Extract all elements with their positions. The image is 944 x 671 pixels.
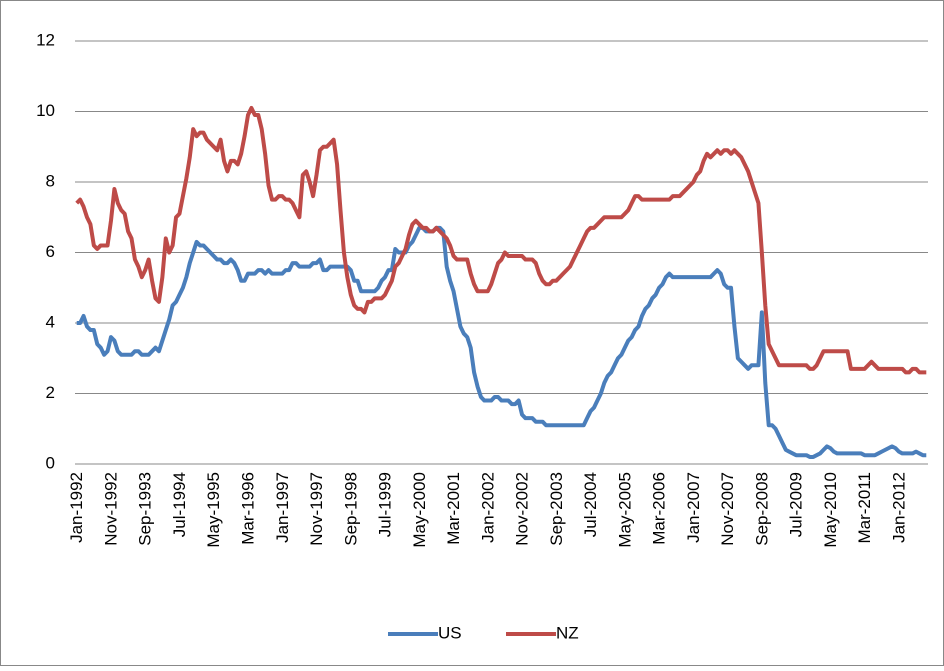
x-tick-label: May-2010 [821,472,840,548]
x-tick-label: Sep-2008 [752,472,771,546]
y-tick-label: 6 [46,242,55,261]
x-tick-label: Mar-2011 [855,472,874,544]
x-tick-label: Jan-2007 [684,472,703,543]
x-tick-label: Nov-1992 [101,472,120,546]
x-tick-label: Jan-1997 [273,472,292,543]
x-tick-label: May-1995 [204,472,223,548]
y-tick-label: 8 [46,171,55,190]
x-tick-label: Jan-1992 [67,472,86,543]
x-tick-label: Jan-2012 [889,472,908,543]
x-tick-label: Mar-2006 [650,472,669,545]
x-tick-label: Nov-2007 [718,472,737,546]
x-tick-label: Sep-2003 [547,472,566,546]
legend-label: US [438,623,462,642]
x-tick-label: Nov-1997 [307,472,326,546]
x-tick-label: Jul-1999 [376,472,395,537]
x-tick-label: Nov-2002 [513,472,532,546]
series-line [75,105,927,375]
x-tick-label: Sep-1998 [341,472,360,546]
x-tick-label: May-2005 [615,472,634,548]
x-tick-label: Jan-2002 [478,472,497,543]
y-tick-label: 2 [46,383,55,402]
x-tick-label: Jul-2009 [787,472,806,537]
y-tick-label: 4 [46,312,55,331]
y-tick-label: 10 [36,101,55,120]
x-tick-label: Mar-2001 [444,472,463,545]
x-tick-label: May-2000 [410,472,429,548]
x-tick-label: Mar-1996 [238,472,257,545]
legend-label: NZ [556,623,579,642]
y-tick-label: 12 [36,30,55,49]
x-tick-label: Sep-1993 [136,472,155,546]
y-tick-label: 0 [46,453,55,472]
series-line [76,225,927,459]
x-tick-label: Jul-1994 [170,472,189,537]
x-tick-label: Jul-2004 [581,472,600,537]
